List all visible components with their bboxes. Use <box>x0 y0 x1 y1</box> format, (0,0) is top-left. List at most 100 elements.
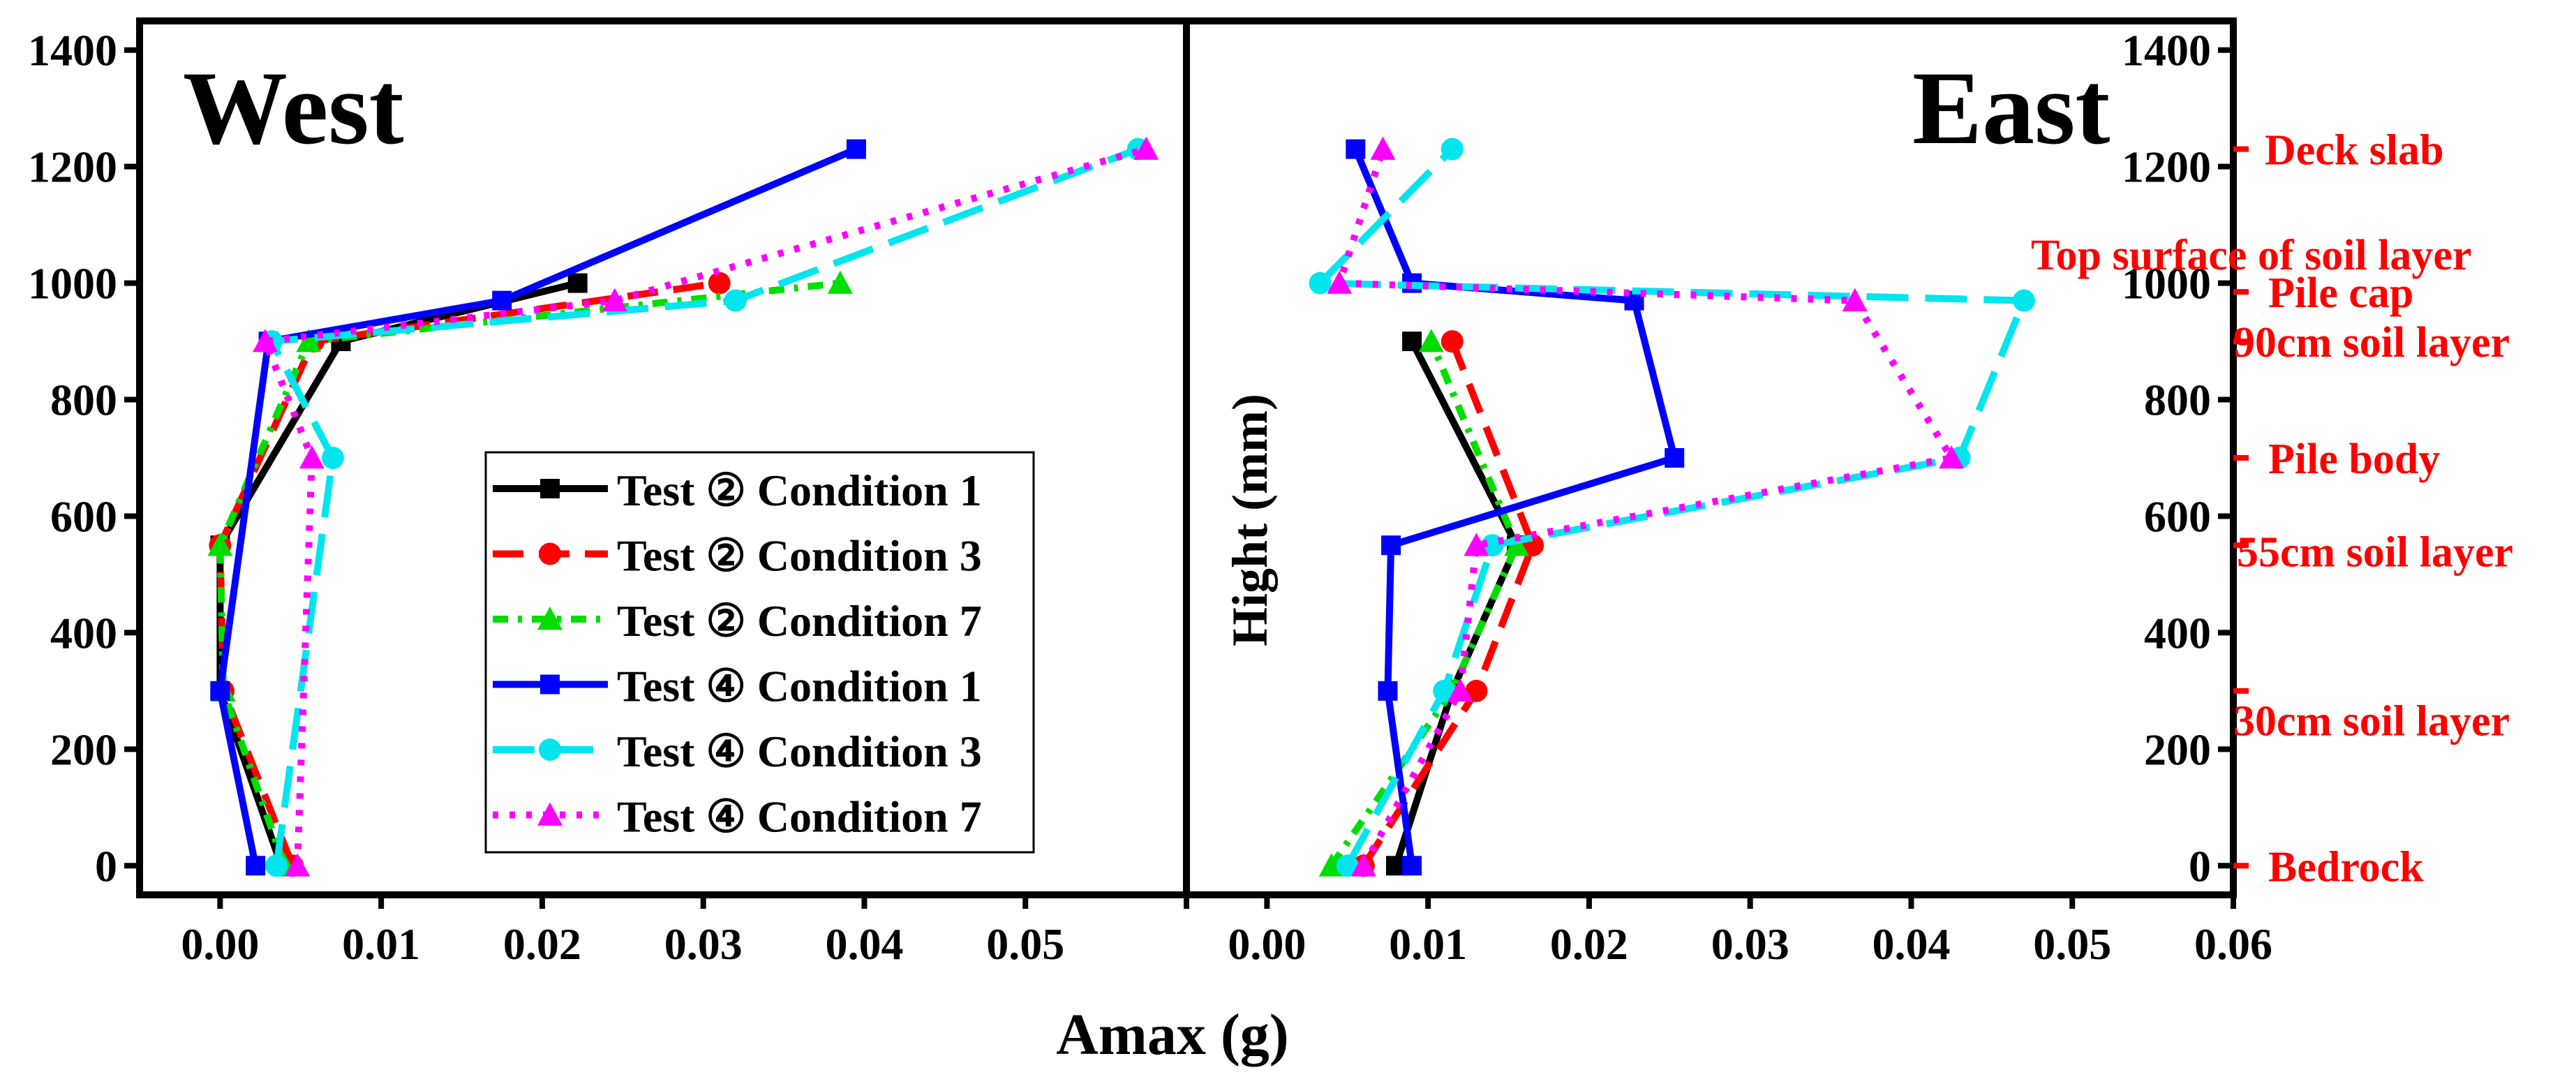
y-tick-label: 400 <box>2144 608 2211 658</box>
legend-marker <box>537 802 563 826</box>
series-line <box>1360 340 1537 868</box>
x-tick-label: 0.00 <box>1228 919 1306 969</box>
y-tick-label: 800 <box>2144 376 2211 425</box>
data-point <box>321 447 344 469</box>
annotation-label: Pile cap <box>2268 269 2413 317</box>
y-tick-label: 800 <box>50 376 117 425</box>
data-point <box>296 329 322 352</box>
data-point <box>1447 678 1473 702</box>
data-point <box>1465 679 1488 702</box>
x-tick-label: 0.03 <box>664 919 743 969</box>
x-tick-label: 0.05 <box>986 919 1064 969</box>
data-point <box>1378 681 1398 701</box>
y-tick-label: 1000 <box>2122 259 2211 309</box>
series-test-condition-7 <box>253 136 1159 877</box>
panel-title: West <box>183 50 404 166</box>
data-point <box>1418 329 1444 352</box>
y-axis-label: Hight (mm) <box>1222 394 1278 646</box>
panel-title: East <box>1912 50 2110 166</box>
data-point <box>1842 288 1868 311</box>
annotation-label: Deck slab <box>2265 127 2444 175</box>
annotation-label: 90cm soil layer <box>2233 319 2510 366</box>
legend-marker <box>539 542 561 565</box>
data-point <box>1440 330 1464 353</box>
data-point <box>1665 448 1685 468</box>
data-point <box>1133 136 1159 160</box>
data-point <box>2013 289 2035 312</box>
series-test-condition-1 <box>1346 139 1685 876</box>
y-tick-label: 200 <box>50 725 117 774</box>
x-tick-label: 0.03 <box>1711 919 1789 969</box>
data-point <box>1402 332 1422 352</box>
data-point <box>1370 136 1396 160</box>
legend-item: Test ④ Condition 7 <box>493 792 982 842</box>
series-line <box>1316 147 2027 868</box>
data-point <box>602 288 627 311</box>
y-tick-label: 1200 <box>28 142 117 192</box>
data-point <box>1504 533 1530 556</box>
legend-marker <box>539 738 561 761</box>
legend-item: Test ④ Condition 1 <box>493 662 982 711</box>
legend-label: Test ② Condition 1 <box>617 466 982 515</box>
series-test-condition-7 <box>1327 136 1965 877</box>
x-tick-label: 0.01 <box>1389 919 1467 969</box>
data-point <box>246 856 266 876</box>
legend-marker <box>537 607 563 630</box>
y-tick-label: 1400 <box>2122 26 2211 75</box>
y-tick-label: 0 <box>95 841 117 891</box>
data-point <box>1350 853 1376 877</box>
legend-label: Test ④ Condition 1 <box>617 662 982 711</box>
data-point <box>724 289 747 312</box>
legend-marker <box>540 479 560 498</box>
data-point <box>1327 270 1353 294</box>
data-point <box>253 329 278 352</box>
x-tick-label: 0.05 <box>2033 919 2111 969</box>
series-line <box>216 279 841 867</box>
y-tick-label: 600 <box>50 491 117 541</box>
data-point <box>1939 445 1965 469</box>
data-point <box>285 853 311 877</box>
legend-label: Test ② Condition 7 <box>617 596 982 646</box>
data-point <box>1309 272 1332 295</box>
data-point <box>1346 139 1366 159</box>
data-point <box>1433 679 1456 702</box>
legend-marker <box>540 674 560 695</box>
data-point <box>1336 854 1359 877</box>
annotation-label: Top surface of soil layer <box>2031 232 2471 279</box>
data-point <box>1464 533 1489 556</box>
data-point <box>567 273 588 293</box>
data-point <box>827 270 853 294</box>
annotation-label: 55cm soil layer <box>2237 529 2513 577</box>
legend-item: Test ② Condition 3 <box>493 531 982 581</box>
series-line <box>262 145 1147 866</box>
panel-west: 0 200 400 600 800 1000 1200 1400 West <box>28 17 1190 898</box>
y-tick-label: 400 <box>50 608 117 658</box>
legend-box <box>484 451 1035 854</box>
x-tick-label: 0.06 <box>2194 919 2272 969</box>
x-tick-label: 0.02 <box>503 919 581 969</box>
legend-item: Test ④ Condition 3 <box>493 727 982 776</box>
legend-item: Test ② Condition 7 <box>493 596 982 646</box>
x-tick-label: 0.04 <box>825 919 903 969</box>
data-point <box>299 445 325 469</box>
x-tick-label: 0.02 <box>1550 919 1628 969</box>
data-point <box>846 139 866 159</box>
series-test-condition-3 <box>1309 138 2035 877</box>
data-point <box>1440 138 1464 161</box>
series-test-condition-3 <box>1352 330 1544 877</box>
annotation-label: Bedrock <box>2268 843 2424 891</box>
data-point <box>210 681 230 701</box>
series-test-condition-7 <box>1318 329 1530 877</box>
data-point <box>708 272 731 295</box>
legend-item: Test ② Condition 1 <box>493 466 982 515</box>
y-tick-label: 1000 <box>28 259 117 309</box>
y-tick-label: 1200 <box>2122 142 2211 192</box>
x-tick-label: 0.01 <box>342 919 420 969</box>
x-tick-label: 0.00 <box>181 919 259 969</box>
x-tick-label: 0.04 <box>1872 919 1950 969</box>
y-tick-label: 600 <box>2144 491 2211 541</box>
annotation-label: Pile body <box>2268 436 2440 483</box>
data-point <box>1381 535 1401 556</box>
